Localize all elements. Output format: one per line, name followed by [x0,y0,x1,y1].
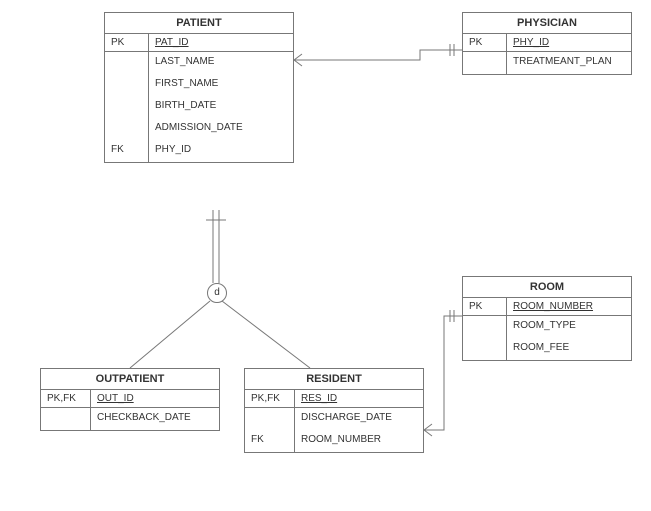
key-cell: PK [463,34,507,51]
key-cell: PK,FK [41,390,91,407]
key-cell: PK,FK [245,390,295,407]
entity-patient: PATIENT PK PAT_ID LAST_NAME FIRST_NAME B… [104,12,294,163]
disjoint-symbol: d [207,283,227,303]
key-cell [105,118,149,140]
attr-cell: CHECKBACK_DATE [91,408,219,430]
entity-row: PK PAT_ID [105,34,293,52]
attr-cell: OUT_ID [91,390,219,407]
attr-cell: RES_ID [295,390,423,407]
key-cell [245,408,295,430]
attr-cell: ROOM_FEE [507,338,631,360]
key-cell [463,338,507,360]
attr-cell: PHY_ID [149,140,293,162]
key-cell: PK [105,34,149,51]
attr-cell: ROOM_NUMBER [507,298,631,315]
attr-cell: ROOM_NUMBER [295,430,423,452]
entity-row: PK,FK OUT_ID [41,390,219,408]
entity-title: RESIDENT [245,369,423,390]
key-cell [105,52,149,74]
attr-cell: ADMISSION_DATE [149,118,293,140]
entity-outpatient: OUTPATIENT PK,FK OUT_ID CHECKBACK_DATE [40,368,220,431]
attr-cell: DISCHARGE_DATE [295,408,423,430]
key-cell [463,316,507,338]
key-cell [105,96,149,118]
entity-row: PK PHY_ID [463,34,631,52]
key-cell: PK [463,298,507,315]
key-cell [41,408,91,430]
entity-resident: RESIDENT PK,FK RES_ID DISCHARGE_DATE FKR… [244,368,424,453]
attr-cell: PHY_ID [507,34,631,51]
entity-title: OUTPATIENT [41,369,219,390]
entity-title: PHYSICIAN [463,13,631,34]
key-cell [105,74,149,96]
entity-row: PK,FK RES_ID [245,390,423,408]
key-cell [463,52,507,74]
attr-cell: PAT_ID [149,34,293,51]
entity-title: ROOM [463,277,631,298]
attr-cell: LAST_NAME [149,52,293,74]
entity-row: PK ROOM_NUMBER [463,298,631,316]
entity-room: ROOM PK ROOM_NUMBER ROOM_TYPE ROOM_FEE [462,276,632,361]
attr-cell: FIRST_NAME [149,74,293,96]
key-cell: FK [245,430,295,452]
entity-physician: PHYSICIAN PK PHY_ID TREATMEANT_PLAN [462,12,632,75]
key-cell: FK [105,140,149,162]
attr-cell: ROOM_TYPE [507,316,631,338]
attr-cell: BIRTH_DATE [149,96,293,118]
entity-title: PATIENT [105,13,293,34]
attr-cell: TREATMEANT_PLAN [507,52,631,74]
